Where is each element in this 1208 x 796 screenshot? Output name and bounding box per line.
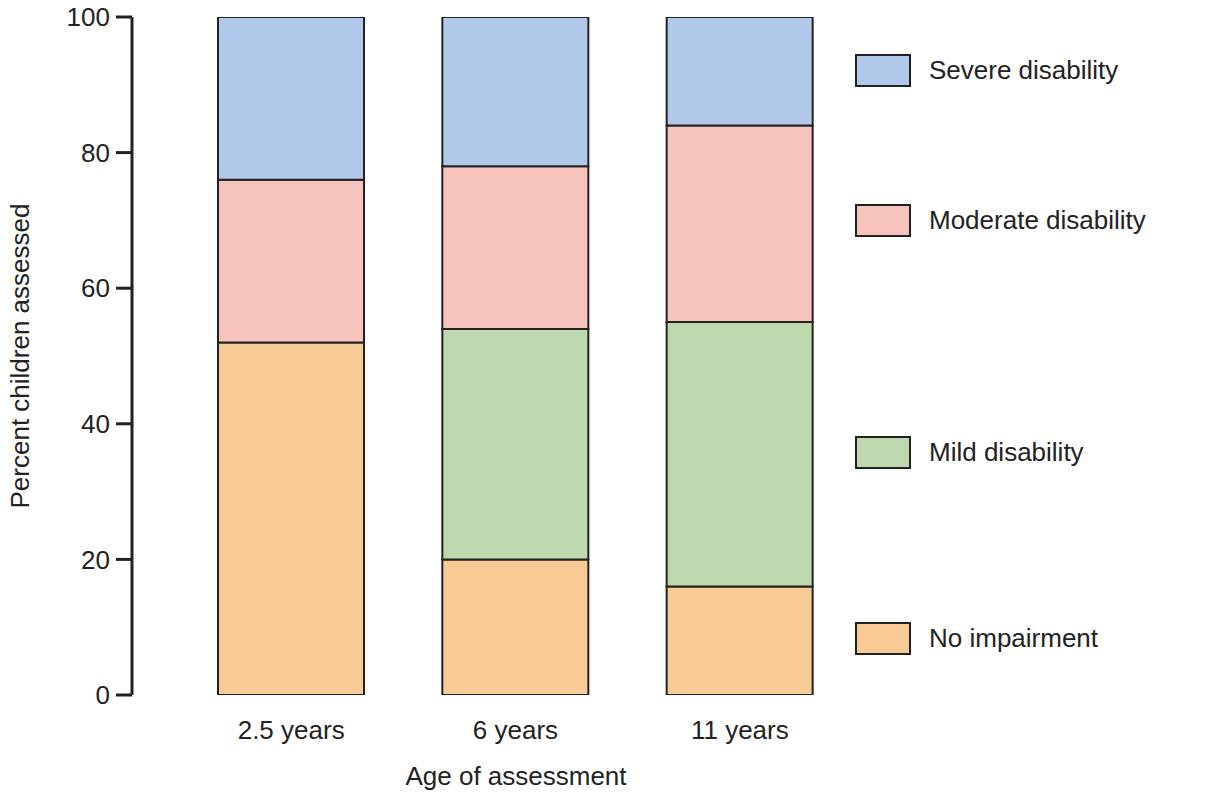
html-text:Severe disability: Severe disability — [929, 54, 1119, 85]
svg-text:40: 40 — [81, 409, 110, 439]
html-text:No impairment: No impairment — [929, 622, 1099, 653]
svg-text:0: 0 — [96, 680, 110, 710]
svg-text:2.5 years: 2.5 years — [238, 715, 345, 745]
svg-text:6 years: 6 years — [473, 715, 558, 745]
svg-text:60: 60 — [81, 273, 110, 303]
svg-text:100: 100 — [67, 2, 110, 32]
svg-text:11 years: 11 years — [691, 715, 789, 745]
html-text:Percent children assessed: Percent children assessed — [4, 203, 35, 509]
svg-text:20: 20 — [81, 545, 110, 575]
svg-text:80: 80 — [81, 138, 110, 168]
html-text:Moderate disability: Moderate disability — [929, 204, 1146, 235]
html-text:Age of assessment: Age of assessment — [405, 760, 627, 791]
html-text:Mild disability: Mild disability — [929, 436, 1084, 467]
